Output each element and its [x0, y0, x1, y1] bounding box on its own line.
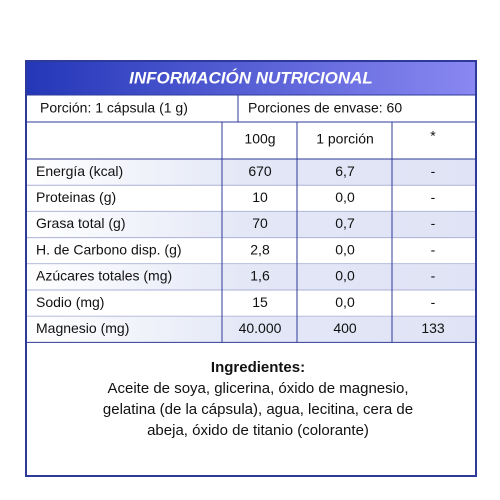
- row-label: Grasa total (g): [36, 215, 125, 231]
- cell: 1,6: [250, 268, 270, 284]
- cell: 15: [252, 294, 268, 310]
- row-label: Magnesio (mg): [36, 320, 129, 336]
- row-label: Energía (kcal): [36, 163, 123, 179]
- row-shade: [27, 211, 475, 238]
- cell: -: [431, 294, 436, 310]
- title: INFORMACIÓN NUTRICIONAL: [129, 68, 373, 87]
- cell: 133: [421, 320, 445, 336]
- row-label: Azúcares totales (mg): [36, 268, 172, 284]
- ingredients-title: Ingredientes:: [211, 359, 305, 376]
- title-band: [27, 62, 475, 95]
- cell: -: [431, 189, 436, 205]
- cell: 2,8: [250, 241, 270, 257]
- cell: 0,7: [335, 215, 355, 231]
- cell: 0,0: [335, 189, 355, 205]
- column-header: *: [430, 128, 436, 144]
- ingredients-line: abeja, óxido de titanio (colorante): [147, 422, 369, 439]
- ingredients-line: Aceite de soya, glicerina, óxido de magn…: [107, 380, 408, 397]
- row-label: H. de Carbono disp. (g): [36, 241, 182, 257]
- cell: -: [431, 215, 436, 231]
- cell: 670: [248, 163, 272, 179]
- cell: 0,0: [335, 268, 355, 284]
- row-label: Proteinas (g): [36, 189, 116, 205]
- row-shade: [27, 159, 475, 185]
- row-shade: [27, 264, 475, 290]
- cell: -: [431, 241, 436, 257]
- ingredients-line: gelatina (de la cápsula), agua, lecitina…: [103, 401, 413, 418]
- cell: -: [431, 163, 436, 179]
- row-label: Sodio (mg): [36, 294, 104, 310]
- cell: 70: [252, 215, 268, 231]
- serving-size: Porción: 1 cápsula (1 g): [40, 100, 188, 116]
- column-header: 1 porción: [316, 131, 374, 147]
- cell: -: [431, 268, 436, 284]
- cell: 6,7: [335, 163, 355, 179]
- cell: 0,0: [335, 241, 355, 257]
- cell: 10: [252, 189, 268, 205]
- row-shade: [27, 316, 475, 342]
- cell: 0,0: [335, 294, 355, 310]
- column-header: 100g: [244, 131, 275, 147]
- table: Porción: 1 cápsula (1 g) Porciones de env…: [27, 94, 475, 439]
- cell: 400: [333, 320, 357, 336]
- cell: 40.000: [239, 320, 282, 336]
- servings-per-pack: Porciones de envase: 60: [248, 100, 402, 116]
